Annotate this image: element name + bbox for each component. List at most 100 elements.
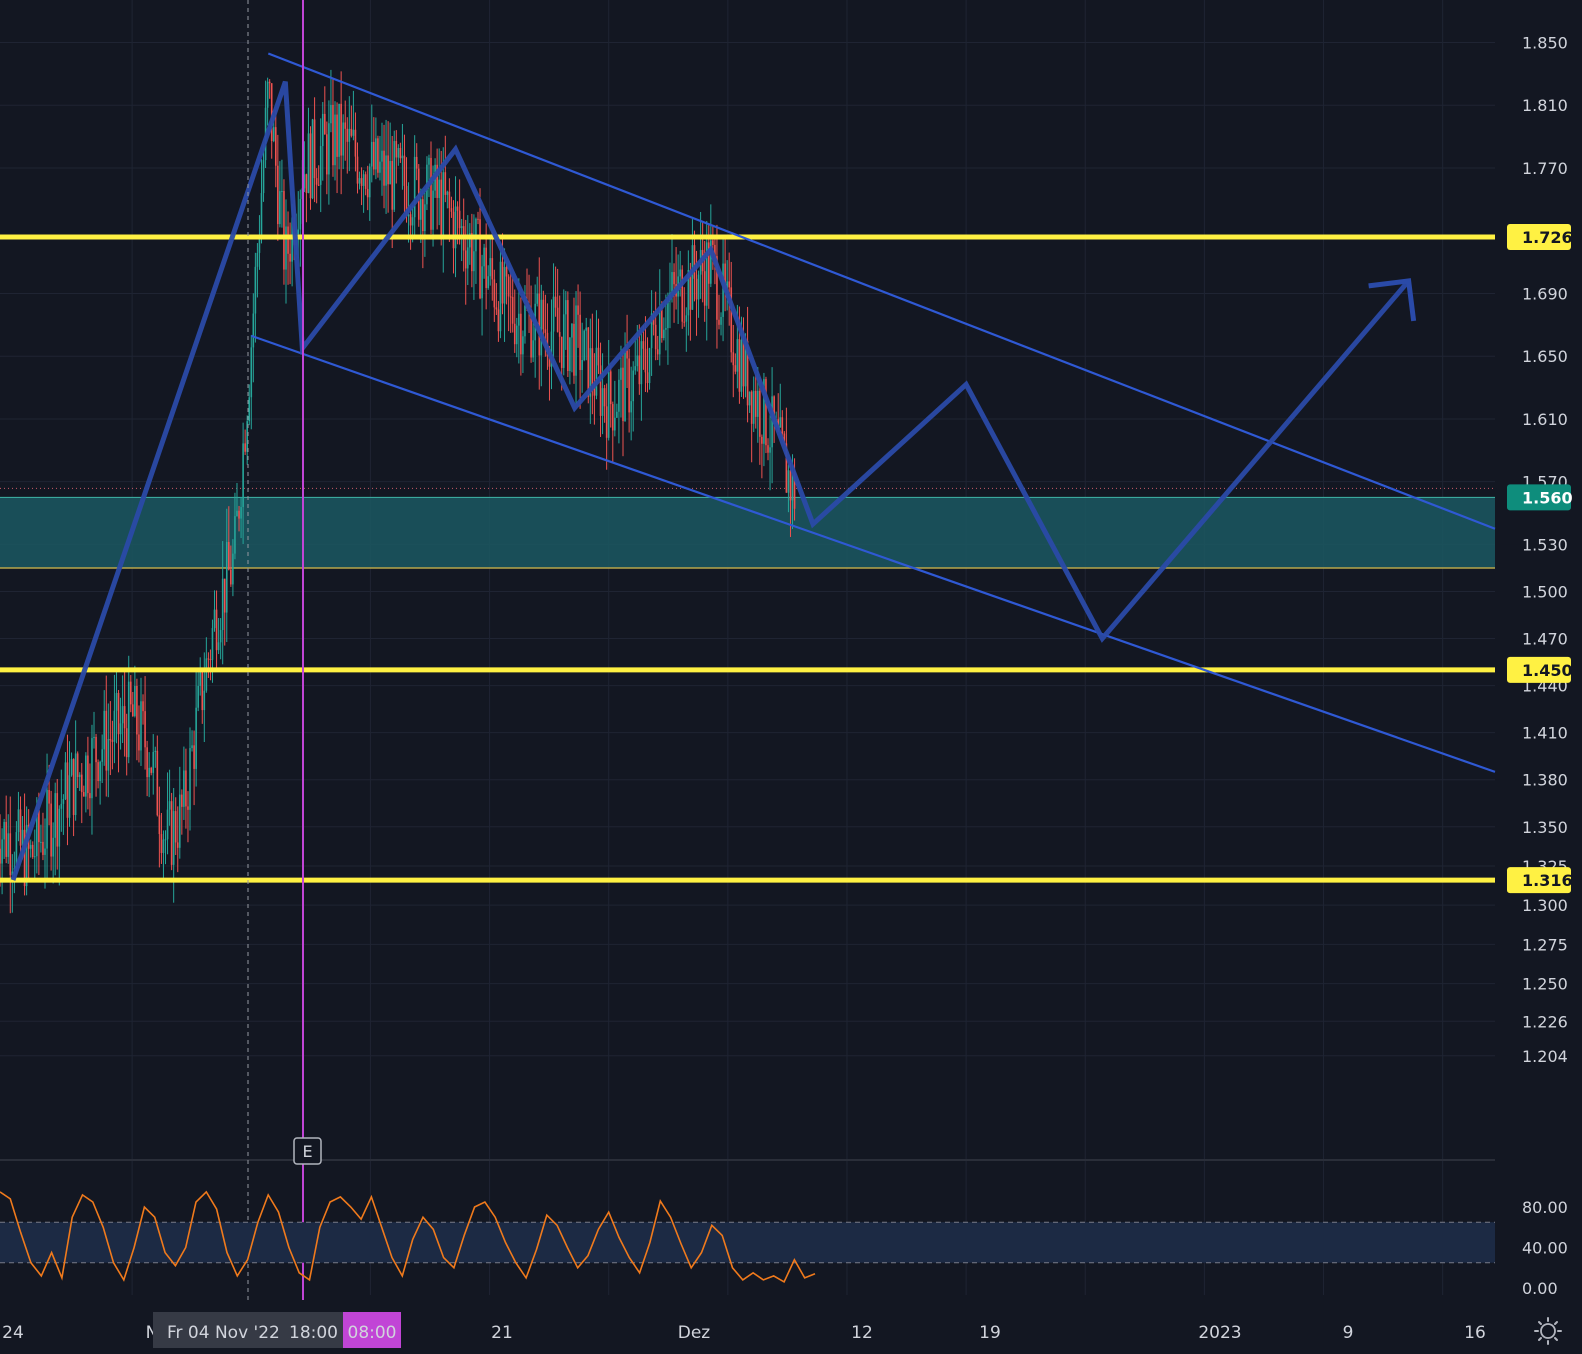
- candle-body: [344, 122, 347, 129]
- candle-body: [379, 161, 381, 173]
- candle-body: [152, 751, 155, 773]
- candle-body: [305, 174, 308, 193]
- candle-body: [25, 824, 28, 887]
- level-badge-label: 1.316: [1522, 871, 1573, 890]
- candle-body: [334, 114, 336, 166]
- candle-body: [538, 293, 541, 356]
- candle-body: [9, 833, 12, 876]
- time-tick-label: 24: [2, 1323, 24, 1343]
- candle-body: [458, 210, 461, 229]
- candle-body: [142, 701, 144, 712]
- candle-body: [107, 739, 110, 771]
- osc-tick-label: 0.00: [1522, 1279, 1558, 1298]
- price-axis[interactable]: 1.9001.8501.8101.7701.6901.6501.6101.570…: [1522, 0, 1568, 1298]
- candle-body: [258, 239, 261, 253]
- candle-body: [464, 250, 467, 269]
- candle-body: [642, 341, 645, 349]
- candle-body: [54, 793, 57, 838]
- candle-body: [89, 793, 91, 799]
- candle-body: [622, 367, 624, 422]
- candle-body: [144, 711, 146, 748]
- candle-body: [368, 166, 371, 198]
- candle-body: [405, 185, 408, 217]
- candle-body: [777, 419, 780, 428]
- candle-body: [136, 685, 138, 735]
- candle-body: [383, 150, 385, 186]
- candle-body: [724, 263, 726, 289]
- candle-body: [718, 319, 720, 325]
- candle-body: [689, 269, 692, 310]
- candle-body: [134, 685, 136, 717]
- price-tick-label: 1.410: [1522, 724, 1568, 743]
- candle-body: [78, 774, 81, 778]
- earnings-marker[interactable]: E: [293, 1137, 322, 1165]
- price-tick-label: 1.770: [1522, 159, 1568, 178]
- candle-body: [487, 276, 489, 288]
- candle-body: [76, 753, 79, 778]
- candle-body: [38, 809, 40, 843]
- candle-body: [148, 767, 150, 778]
- candle-body: [605, 406, 608, 438]
- candle-body: [601, 388, 604, 416]
- candle-body: [1, 839, 3, 864]
- pattern-polyline[interactable]: [10, 80, 1411, 881]
- candle-body: [442, 172, 445, 235]
- candle-body: [7, 833, 10, 857]
- candle-body: [0, 848, 1, 864]
- channel-upper-line[interactable]: [267, 52, 1496, 530]
- candle-body: [127, 681, 130, 758]
- candle-body: [350, 128, 353, 136]
- candle-body: [489, 258, 492, 277]
- candle-body: [187, 806, 189, 810]
- candle-body: [221, 578, 224, 631]
- candle-body: [319, 146, 322, 185]
- candle-body: [703, 271, 706, 306]
- candle-body: [773, 396, 775, 425]
- candle-body: [730, 287, 733, 353]
- candle-body: [759, 390, 761, 437]
- candle-body: [33, 856, 36, 858]
- candle-body: [609, 371, 612, 405]
- candle-body: [779, 417, 782, 428]
- candle-body: [370, 141, 373, 167]
- candle-body: [183, 770, 185, 807]
- candle-body: [644, 348, 647, 373]
- candle-body: [509, 296, 512, 298]
- gear-icon[interactable]: [1534, 1317, 1562, 1345]
- candle-body: [19, 809, 22, 846]
- candle-body: [385, 155, 387, 186]
- candle-body: [162, 839, 165, 854]
- candle-body: [234, 516, 236, 554]
- candle-body: [640, 341, 643, 385]
- oscillator-line: [0, 1190, 816, 1284]
- candle-body: [589, 348, 592, 397]
- candle-body: [279, 191, 281, 225]
- price-tick-label: 1.204: [1522, 1047, 1568, 1066]
- candle-body: [628, 358, 630, 413]
- candle-body: [577, 305, 579, 315]
- candle-body: [658, 307, 661, 355]
- candle-body: [583, 330, 585, 361]
- candle-body: [436, 164, 438, 198]
- candle-body: [671, 272, 673, 293]
- candle-body: [307, 133, 310, 193]
- candle-body: [215, 609, 218, 651]
- candle-body: [573, 323, 575, 376]
- channel-lower-line[interactable]: [250, 334, 1496, 773]
- candle-body: [205, 658, 208, 691]
- candle-body: [87, 755, 89, 794]
- candle-body: [742, 339, 745, 387]
- candle-body: [109, 739, 112, 741]
- candle-body: [767, 445, 769, 453]
- candle-body: [138, 734, 140, 751]
- candle-body: [626, 350, 628, 359]
- candle-body: [246, 421, 248, 452]
- candle-body: [575, 305, 577, 376]
- candle-body: [438, 179, 440, 198]
- candle-body: [554, 296, 557, 308]
- candle-body: [560, 336, 563, 368]
- candle-body: [552, 296, 555, 332]
- candle-body: [197, 685, 199, 708]
- candle-body: [181, 794, 183, 807]
